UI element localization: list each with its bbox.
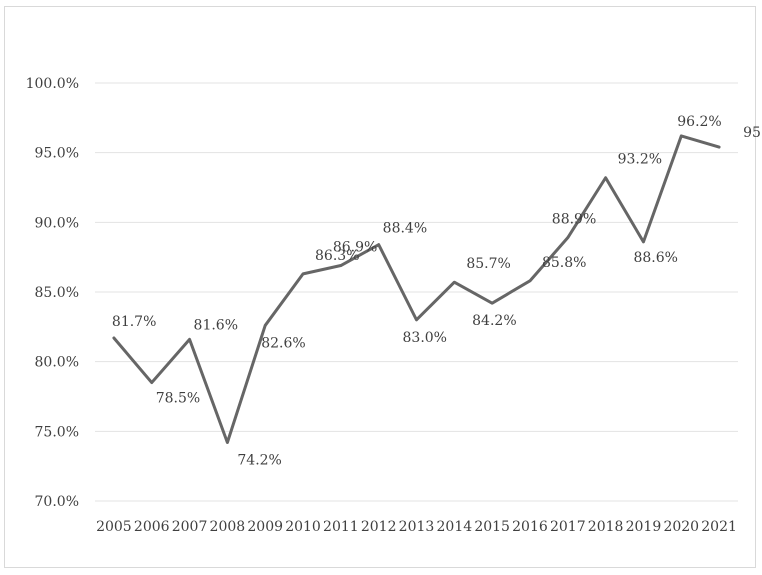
data-label: 78.5% xyxy=(156,391,200,407)
y-tick-label: 100.0% xyxy=(26,76,79,92)
data-label: 95.4% xyxy=(743,125,762,141)
data-label: 85.7% xyxy=(466,256,510,272)
data-labels: 81.7% 78.5% 81.6% 74.2% 82.6% 86.3%86.9% 88.4%… xyxy=(112,114,762,469)
data-label: 88.4% xyxy=(383,221,427,237)
y-tick-label: 85.0% xyxy=(35,285,79,301)
y-tick-label: 80.0% xyxy=(35,355,79,371)
data-label: 96.2% xyxy=(677,114,721,130)
x-axis-ticks: 2005 2006 2007 2008 2009 2010 2011 2012 2013 2014… xyxy=(96,519,737,535)
x-tick-label: 2009 xyxy=(247,519,283,535)
data-label: 86.9% xyxy=(333,240,377,256)
x-tick-label: 2014 xyxy=(437,519,473,535)
x-tick-label: 2021 xyxy=(701,519,737,535)
x-tick-label: 2008 xyxy=(210,519,246,535)
y-tick-label: 90.0% xyxy=(35,215,79,231)
x-tick-label: 2019 xyxy=(626,519,662,535)
data-label: 88.9% xyxy=(552,212,596,228)
y-axis-ticks: 70.0% 75.0% 80.0% 85.0% 90.0% 95.0% 100.0% xyxy=(26,76,79,510)
x-tick-label: 2011 xyxy=(323,519,359,535)
x-tick-label: 2006 xyxy=(134,519,170,535)
data-label: 85.8% xyxy=(542,255,586,271)
data-label: 74.2% xyxy=(237,452,281,468)
x-tick-label: 2015 xyxy=(474,519,510,535)
data-label: 84.2% xyxy=(472,313,516,329)
data-label: 81.7% xyxy=(112,314,156,330)
x-tick-label: 2012 xyxy=(361,519,397,535)
x-tick-label: 2010 xyxy=(285,519,321,535)
x-tick-label: 2020 xyxy=(663,519,699,535)
y-tick-label: 75.0% xyxy=(35,424,79,440)
series-layer xyxy=(112,134,721,444)
data-label: 82.6% xyxy=(261,335,305,351)
data-label: 88.6% xyxy=(633,250,677,266)
y-tick-label: 95.0% xyxy=(35,146,79,162)
chart-frame xyxy=(4,6,756,568)
y-tick-label: 70.0% xyxy=(35,494,79,510)
x-tick-label: 2007 xyxy=(172,519,208,535)
series-line xyxy=(112,134,721,444)
data-label: 93.2% xyxy=(618,152,662,168)
x-tick-label: 2013 xyxy=(399,519,435,535)
x-tick-label: 2017 xyxy=(550,519,586,535)
data-label: 83.0% xyxy=(403,330,447,346)
data-label: 86.3% xyxy=(315,248,359,264)
data-label: 81.6% xyxy=(194,317,238,333)
x-tick-label: 2016 xyxy=(512,519,548,535)
x-tick-label: 2018 xyxy=(588,519,624,535)
gridlines xyxy=(95,82,738,502)
x-tick-label: 2005 xyxy=(96,519,132,535)
